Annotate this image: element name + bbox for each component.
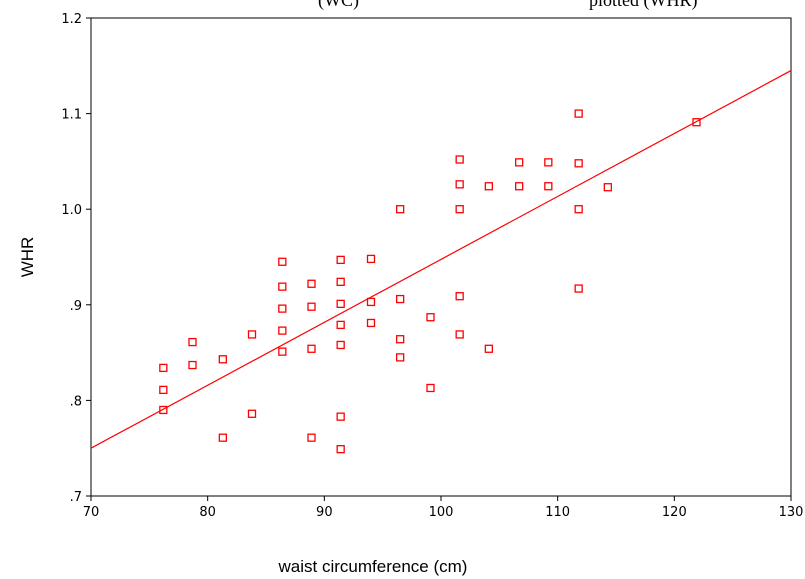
y-tick-label: .8 <box>70 394 82 409</box>
data-point <box>336 255 345 265</box>
y-tick-label: 1.0 <box>61 203 82 218</box>
data-point <box>692 118 701 127</box>
data-point <box>366 254 376 264</box>
y-tick-label: 1.1 <box>61 108 82 123</box>
data-point <box>278 347 287 356</box>
data-point <box>396 294 405 304</box>
truncated-caption-fragment-right: plotted (WHR) <box>589 0 697 11</box>
data-point <box>278 257 287 266</box>
x-tick-label: 130 <box>779 505 804 520</box>
data-point <box>278 282 287 291</box>
data-point <box>455 330 464 339</box>
x-tick-label: 100 <box>429 505 454 520</box>
data-point <box>515 158 524 167</box>
x-tick-label: 90 <box>316 505 333 520</box>
data-point <box>396 205 405 214</box>
data-point <box>336 445 345 454</box>
data-point <box>544 182 553 191</box>
y-axis-title: WHR <box>18 237 37 278</box>
data-point <box>574 109 583 118</box>
x-tick-label: 70 <box>83 505 100 520</box>
data-point <box>278 304 287 313</box>
x-axis-title: waist circumference (cm) <box>278 557 468 576</box>
data-point <box>188 360 197 370</box>
data-point <box>484 344 493 353</box>
data-point <box>455 155 464 164</box>
data-point <box>336 412 345 421</box>
data-point <box>484 182 493 191</box>
data-point <box>574 159 583 168</box>
data-point <box>188 337 197 347</box>
data-point <box>159 363 168 373</box>
data-point <box>426 383 435 393</box>
data-point <box>455 292 464 301</box>
data-point <box>603 183 612 192</box>
data-point <box>307 433 316 442</box>
data-point <box>336 277 345 287</box>
data-point <box>278 326 287 335</box>
plot-frame <box>90 17 792 497</box>
data-point <box>366 297 376 307</box>
data-point <box>307 279 316 288</box>
data-point <box>159 405 168 415</box>
data-point <box>247 330 257 339</box>
data-point <box>426 313 435 322</box>
data-point <box>247 409 257 418</box>
data-point <box>307 344 316 353</box>
y-tick-label: .9 <box>70 299 82 314</box>
regression-line <box>90 70 792 449</box>
data-point <box>574 284 583 293</box>
x-tick-label: 80 <box>199 505 216 520</box>
data-point <box>396 353 405 362</box>
data-point <box>544 158 553 167</box>
y-tick-label: .7 <box>70 490 82 505</box>
data-point <box>307 302 316 311</box>
data-point <box>366 318 376 328</box>
data-point <box>455 180 464 189</box>
data-point <box>159 385 168 395</box>
data-point <box>218 433 227 442</box>
data-point <box>218 355 227 364</box>
data-point <box>574 205 583 214</box>
data-point <box>455 205 464 214</box>
data-point <box>396 335 405 344</box>
data-point <box>336 299 345 308</box>
x-tick-label: 120 <box>662 505 687 520</box>
data-point <box>515 182 524 191</box>
data-point <box>336 340 345 350</box>
truncated-caption-fragment-left: (WC) <box>318 0 359 11</box>
plot-area: 70 80 90 100 110 120 130 .7 .8 .9 1.0 1.1 1.2 <box>61 12 803 520</box>
data-point <box>336 320 345 330</box>
x-tick-label: 110 <box>545 505 570 520</box>
y-tick-label: 1.2 <box>61 12 82 27</box>
